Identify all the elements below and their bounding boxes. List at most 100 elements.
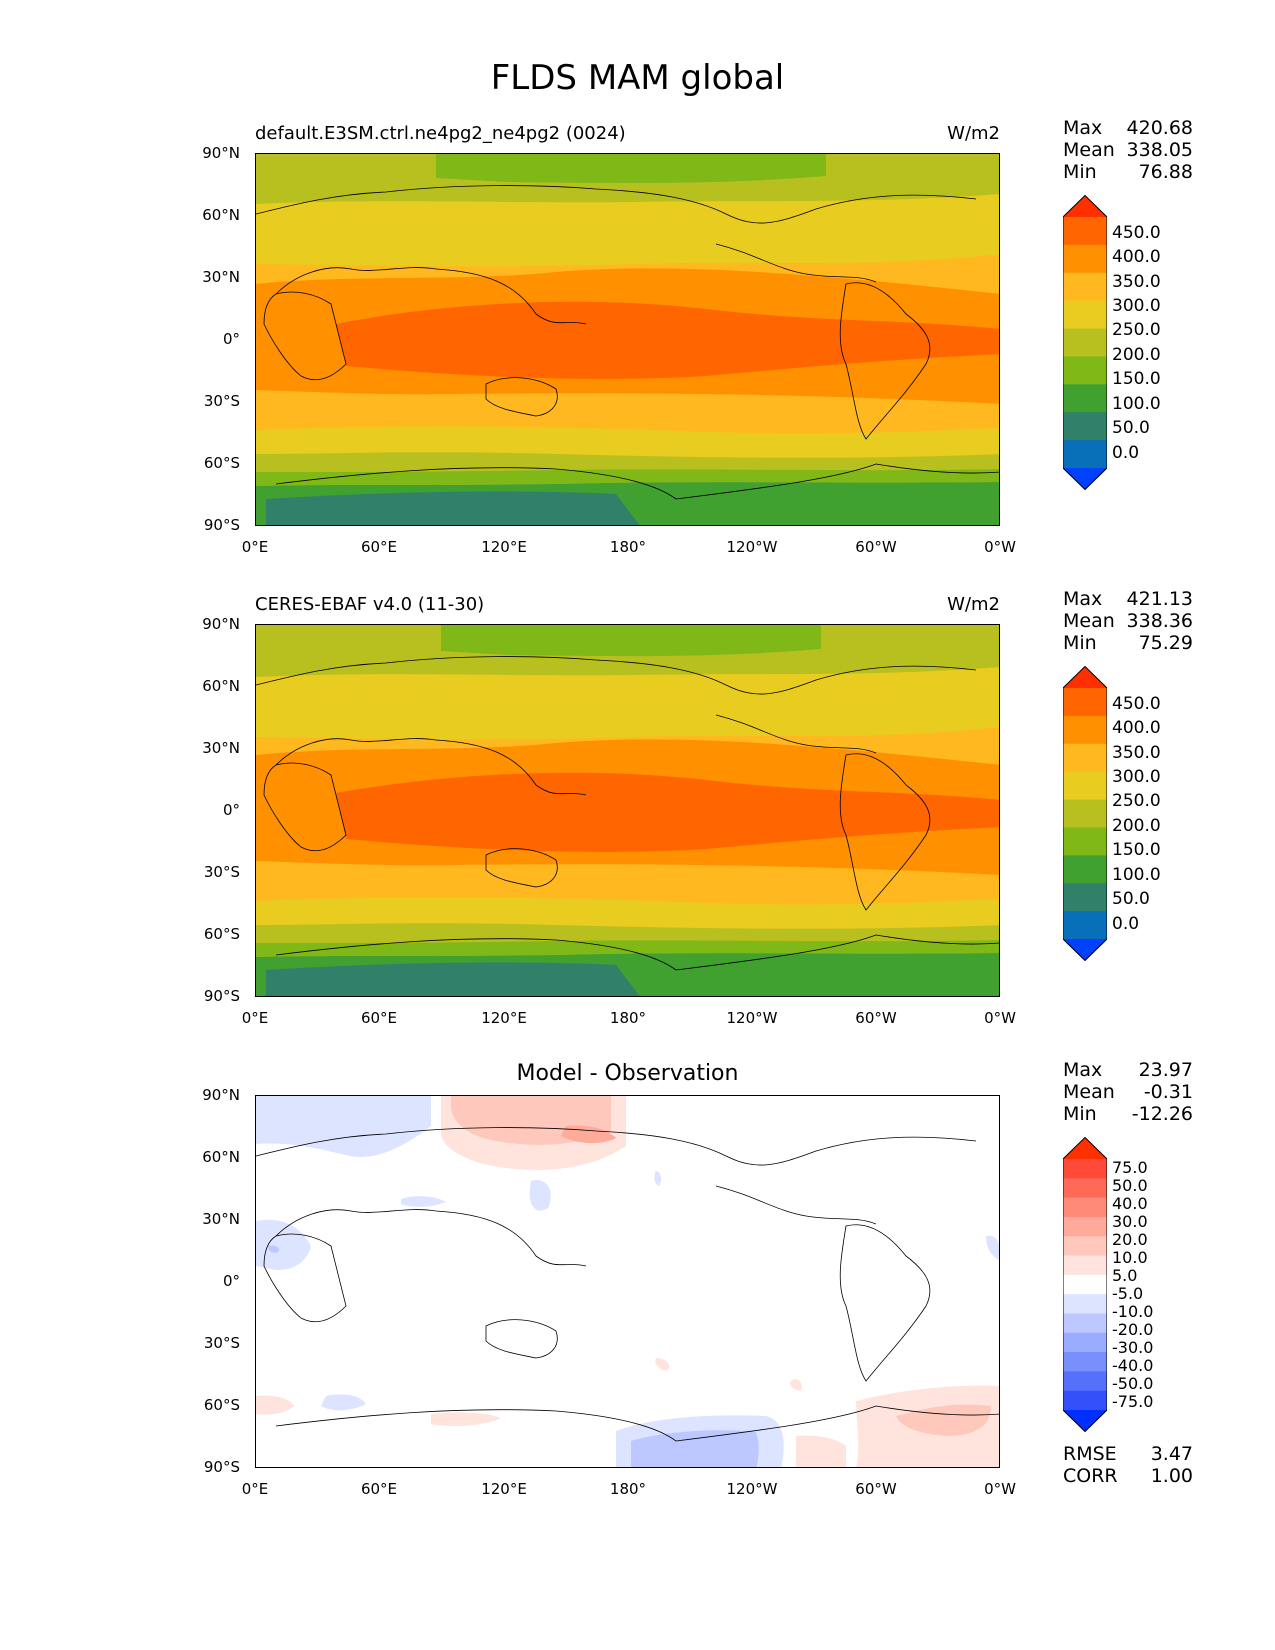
y-tick: 30°S bbox=[203, 392, 240, 410]
colorbar-1 bbox=[1063, 195, 1107, 490]
stat-min-label: Min bbox=[1063, 161, 1097, 183]
panel-3-title: Model - Observation bbox=[516, 1061, 739, 1086]
map-3 bbox=[255, 1095, 1000, 1468]
colorbar-label: 50.0 bbox=[1112, 418, 1150, 438]
colorbar-label: 5.0 bbox=[1112, 1266, 1138, 1285]
colorbar-label: 50.0 bbox=[1112, 1176, 1148, 1195]
stat-max-label: Max bbox=[1063, 588, 1103, 610]
x-tick: 60°W bbox=[855, 1009, 897, 1027]
stat-max: 23.97 bbox=[1138, 1059, 1193, 1081]
colorbar-segment bbox=[1063, 911, 1107, 940]
panel-1-title: default.E3SM.ctrl.ne4pg2_ne4pg2 (0024) bbox=[255, 123, 626, 144]
colorbar-label: 250.0 bbox=[1112, 320, 1161, 340]
x-tick: 120°W bbox=[726, 1009, 778, 1027]
stat-min-label: Min bbox=[1063, 1103, 1097, 1125]
stats-panel-1: Max 420.68 Mean 338.05 Min 76.88 bbox=[1063, 117, 1193, 183]
colorbar-segment bbox=[1063, 217, 1107, 246]
map-1-svg bbox=[256, 154, 999, 525]
stat-mean-label: Mean bbox=[1063, 1081, 1115, 1103]
x-tick: 0°E bbox=[241, 1480, 269, 1498]
colorbar-outline bbox=[1063, 1137, 1107, 1432]
colorbar-segment bbox=[1063, 412, 1107, 441]
colorbar-segment bbox=[1063, 440, 1107, 469]
colorbar-label: 150.0 bbox=[1112, 840, 1161, 860]
colorbar-segment bbox=[1063, 688, 1107, 717]
stat-max: 421.13 bbox=[1126, 588, 1193, 610]
colorbar-label: 200.0 bbox=[1112, 345, 1161, 365]
x-tick: 0°W bbox=[984, 538, 1016, 556]
x-tick: 0°W bbox=[984, 1480, 1016, 1498]
panel-2-title: CERES-EBAF v4.0 (11-30) bbox=[255, 594, 485, 615]
colorbar-label: 450.0 bbox=[1112, 694, 1161, 714]
colorbar-label: 300.0 bbox=[1112, 767, 1161, 787]
colorbar-label: 10.0 bbox=[1112, 1248, 1148, 1267]
colorbar-extend-bottom bbox=[1063, 468, 1107, 490]
colorbar-label: -5.0 bbox=[1112, 1284, 1144, 1303]
x-tick: 180° bbox=[609, 1480, 647, 1498]
y-tick: 60°S bbox=[203, 925, 240, 943]
colorbar-label: 40.0 bbox=[1112, 1194, 1148, 1213]
colorbar-segment bbox=[1063, 244, 1107, 274]
colorbar-segment bbox=[1063, 771, 1107, 801]
x-tick: 120°W bbox=[726, 1480, 778, 1498]
colorbar-label: 450.0 bbox=[1112, 223, 1161, 243]
colorbar-segment bbox=[1063, 1332, 1107, 1353]
rmse-label: RMSE bbox=[1063, 1443, 1117, 1465]
y-tick: 90°S bbox=[203, 516, 240, 534]
stats-panel-3: Max 23.97 Mean -0.31 Min -12.26 bbox=[1063, 1059, 1193, 1125]
colorbar-2 bbox=[1063, 666, 1107, 961]
stat-mean: -0.31 bbox=[1143, 1081, 1193, 1103]
map-2 bbox=[255, 624, 1000, 997]
colorbar-label: -50.0 bbox=[1112, 1374, 1154, 1393]
rmse-value: 3.47 bbox=[1150, 1443, 1193, 1465]
colorbar-label: 20.0 bbox=[1112, 1230, 1148, 1249]
x-tick: 60°E bbox=[360, 1009, 398, 1027]
x-tick: 120°E bbox=[481, 1480, 527, 1498]
panel-1-units: W/m2 bbox=[947, 123, 1000, 144]
x-tick: 60°E bbox=[360, 538, 398, 556]
corr-label: CORR bbox=[1063, 1465, 1118, 1487]
colorbar-extend-top bbox=[1063, 666, 1107, 688]
colorbar-label: 200.0 bbox=[1112, 816, 1161, 836]
colorbar-label: 0.0 bbox=[1112, 443, 1140, 463]
stat-min: 75.29 bbox=[1138, 632, 1193, 654]
y-tick: 90°N bbox=[202, 1086, 240, 1104]
colorbar-label: 100.0 bbox=[1112, 394, 1161, 414]
colorbar-segment bbox=[1063, 1371, 1107, 1392]
stat-max: 420.68 bbox=[1126, 117, 1193, 139]
colorbar-segment bbox=[1063, 1178, 1107, 1199]
colorbar-segment bbox=[1063, 356, 1107, 385]
colorbar-3 bbox=[1063, 1137, 1107, 1432]
colorbar-outline bbox=[1063, 195, 1107, 490]
colorbar-segment bbox=[1063, 1159, 1107, 1179]
x-tick: 120°W bbox=[726, 538, 778, 556]
colorbar-segment bbox=[1063, 300, 1107, 330]
x-tick: 60°W bbox=[855, 1480, 897, 1498]
x-tick: 120°E bbox=[481, 538, 527, 556]
colorbar-segment bbox=[1063, 1216, 1107, 1237]
colorbar-segment bbox=[1063, 743, 1107, 773]
colorbar-segment bbox=[1063, 1274, 1107, 1295]
colorbar-label: 150.0 bbox=[1112, 369, 1161, 389]
stat-max-label: Max bbox=[1063, 117, 1103, 139]
y-tick: 0° bbox=[222, 1272, 240, 1290]
y-tick: 0° bbox=[222, 330, 240, 348]
colorbar-label: 350.0 bbox=[1112, 272, 1161, 292]
y-tick: 30°S bbox=[203, 1334, 240, 1352]
y-tick: 0° bbox=[222, 801, 240, 819]
colorbar-segment bbox=[1063, 272, 1107, 302]
metrics-panel-3: RMSE 3.47 CORR 1.00 bbox=[1063, 1443, 1193, 1487]
stat-max-label: Max bbox=[1063, 1059, 1103, 1081]
x-tick: 0°W bbox=[984, 1009, 1016, 1027]
colorbar-label: -40.0 bbox=[1112, 1356, 1154, 1375]
x-tick: 0°E bbox=[241, 1009, 269, 1027]
y-tick: 60°N bbox=[202, 1148, 240, 1166]
stat-mean-label: Mean bbox=[1063, 139, 1115, 161]
y-tick: 90°N bbox=[202, 615, 240, 633]
colorbar-label: -10.0 bbox=[1112, 1302, 1154, 1321]
colorbar-extend-top bbox=[1063, 195, 1107, 217]
colorbar-outline bbox=[1063, 666, 1107, 961]
stat-mean: 338.36 bbox=[1126, 610, 1193, 632]
stat-min: -12.26 bbox=[1131, 1103, 1193, 1125]
colorbar-label: 400.0 bbox=[1112, 247, 1161, 267]
